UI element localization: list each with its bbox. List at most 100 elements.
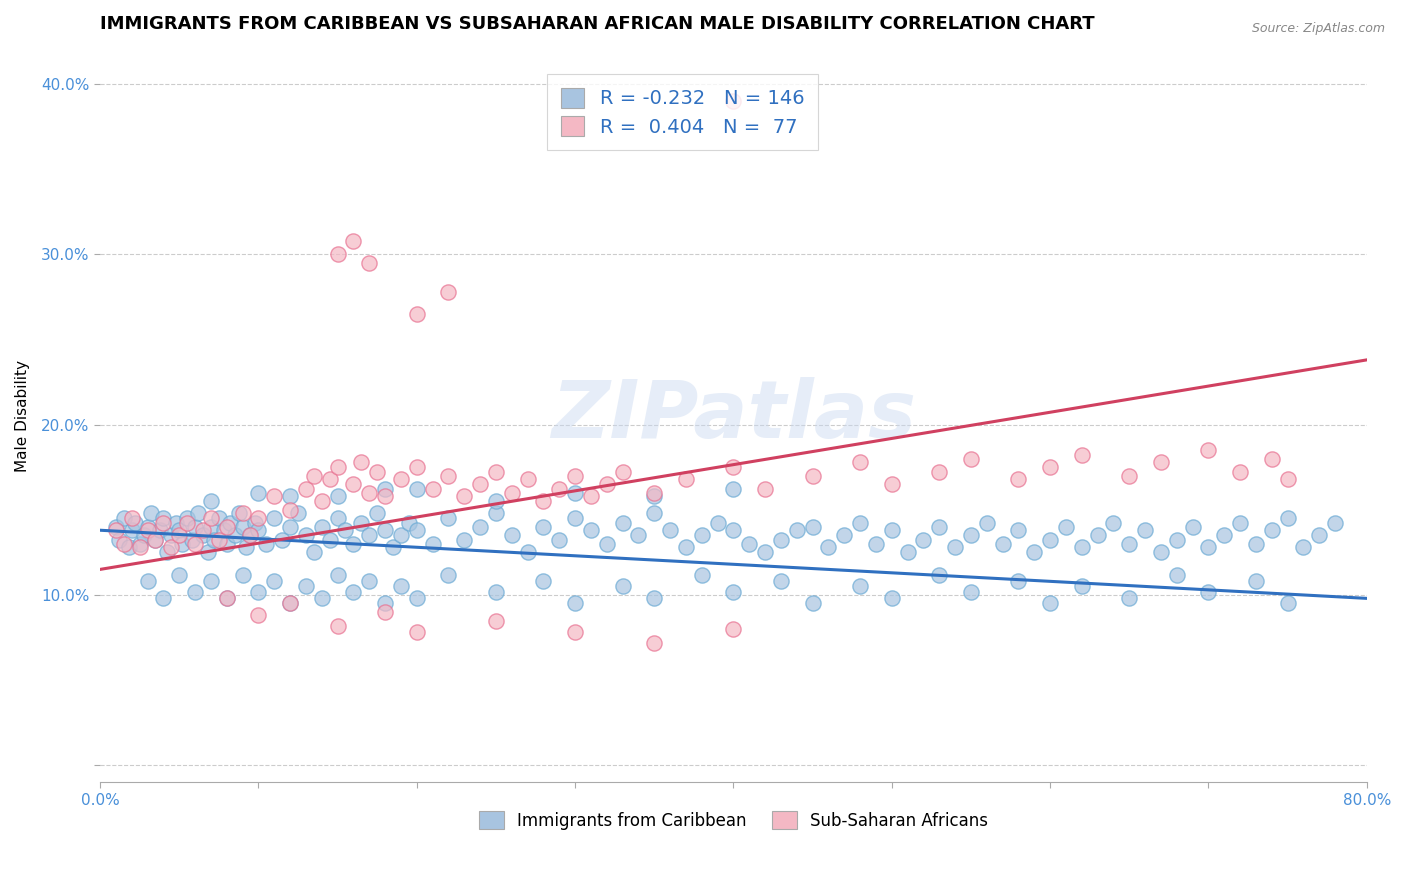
- Point: [342, 537, 364, 551]
- Point: [247, 511, 270, 525]
- Point: [1198, 443, 1220, 458]
- Point: [302, 545, 325, 559]
- Point: [849, 579, 872, 593]
- Point: [1277, 472, 1299, 486]
- Point: [145, 533, 167, 548]
- Point: [247, 584, 270, 599]
- Point: [453, 489, 475, 503]
- Point: [239, 528, 262, 542]
- Point: [405, 625, 427, 640]
- Point: [202, 533, 225, 548]
- Point: [311, 494, 333, 508]
- Point: [374, 483, 396, 497]
- Point: [342, 477, 364, 491]
- Point: [374, 489, 396, 503]
- Point: [176, 511, 198, 525]
- Text: IMMIGRANTS FROM CARIBBEAN VS SUBSAHARAN AFRICAN MALE DISABILITY CORRELATION CHAR: IMMIGRANTS FROM CARIBBEAN VS SUBSAHARAN …: [100, 15, 1095, 33]
- Point: [278, 597, 301, 611]
- Point: [596, 477, 619, 491]
- Point: [191, 523, 214, 537]
- Point: [215, 520, 238, 534]
- Point: [139, 506, 162, 520]
- Point: [254, 537, 277, 551]
- Point: [612, 579, 634, 593]
- Point: [485, 506, 508, 520]
- Point: [1150, 455, 1173, 469]
- Point: [928, 520, 950, 534]
- Point: [1054, 520, 1077, 534]
- Point: [318, 533, 340, 548]
- Point: [548, 483, 571, 497]
- Point: [167, 567, 190, 582]
- Point: [405, 483, 427, 497]
- Point: [165, 516, 187, 531]
- Point: [801, 520, 824, 534]
- Point: [548, 533, 571, 548]
- Point: [1118, 537, 1140, 551]
- Point: [786, 523, 808, 537]
- Point: [398, 516, 420, 531]
- Point: [1070, 579, 1092, 593]
- Point: [643, 485, 665, 500]
- Point: [359, 528, 381, 542]
- Point: [960, 584, 983, 599]
- Point: [1070, 448, 1092, 462]
- Point: [405, 591, 427, 606]
- Point: [437, 468, 460, 483]
- Point: [596, 537, 619, 551]
- Point: [485, 614, 508, 628]
- Point: [200, 494, 222, 508]
- Point: [405, 460, 427, 475]
- Point: [723, 622, 745, 636]
- Point: [849, 455, 872, 469]
- Point: [197, 545, 219, 559]
- Point: [359, 256, 381, 270]
- Point: [1166, 533, 1188, 548]
- Point: [215, 537, 238, 551]
- Point: [437, 511, 460, 525]
- Point: [531, 494, 554, 508]
- Point: [738, 537, 761, 551]
- Text: Source: ZipAtlas.com: Source: ZipAtlas.com: [1251, 22, 1385, 36]
- Point: [350, 516, 373, 531]
- Point: [485, 465, 508, 479]
- Point: [359, 485, 381, 500]
- Point: [405, 307, 427, 321]
- Point: [152, 516, 174, 531]
- Point: [172, 537, 194, 551]
- Point: [769, 533, 792, 548]
- Point: [235, 541, 257, 555]
- Point: [302, 468, 325, 483]
- Point: [723, 584, 745, 599]
- Point: [516, 545, 538, 559]
- Point: [723, 483, 745, 497]
- Point: [723, 460, 745, 475]
- Point: [897, 545, 920, 559]
- Point: [271, 533, 294, 548]
- Point: [311, 591, 333, 606]
- Point: [960, 451, 983, 466]
- Point: [200, 520, 222, 534]
- Point: [453, 533, 475, 548]
- Point: [366, 506, 388, 520]
- Point: [212, 523, 235, 537]
- Point: [880, 591, 903, 606]
- Point: [1181, 520, 1204, 534]
- Point: [215, 591, 238, 606]
- Point: [801, 468, 824, 483]
- Point: [121, 511, 143, 525]
- Point: [643, 489, 665, 503]
- Point: [468, 520, 491, 534]
- Point: [485, 584, 508, 599]
- Point: [880, 477, 903, 491]
- Point: [136, 520, 159, 534]
- Point: [501, 485, 523, 500]
- Point: [564, 468, 586, 483]
- Point: [104, 520, 127, 534]
- Point: [104, 523, 127, 537]
- Point: [287, 506, 309, 520]
- Point: [311, 520, 333, 534]
- Point: [326, 511, 349, 525]
- Point: [1261, 451, 1284, 466]
- Point: [643, 591, 665, 606]
